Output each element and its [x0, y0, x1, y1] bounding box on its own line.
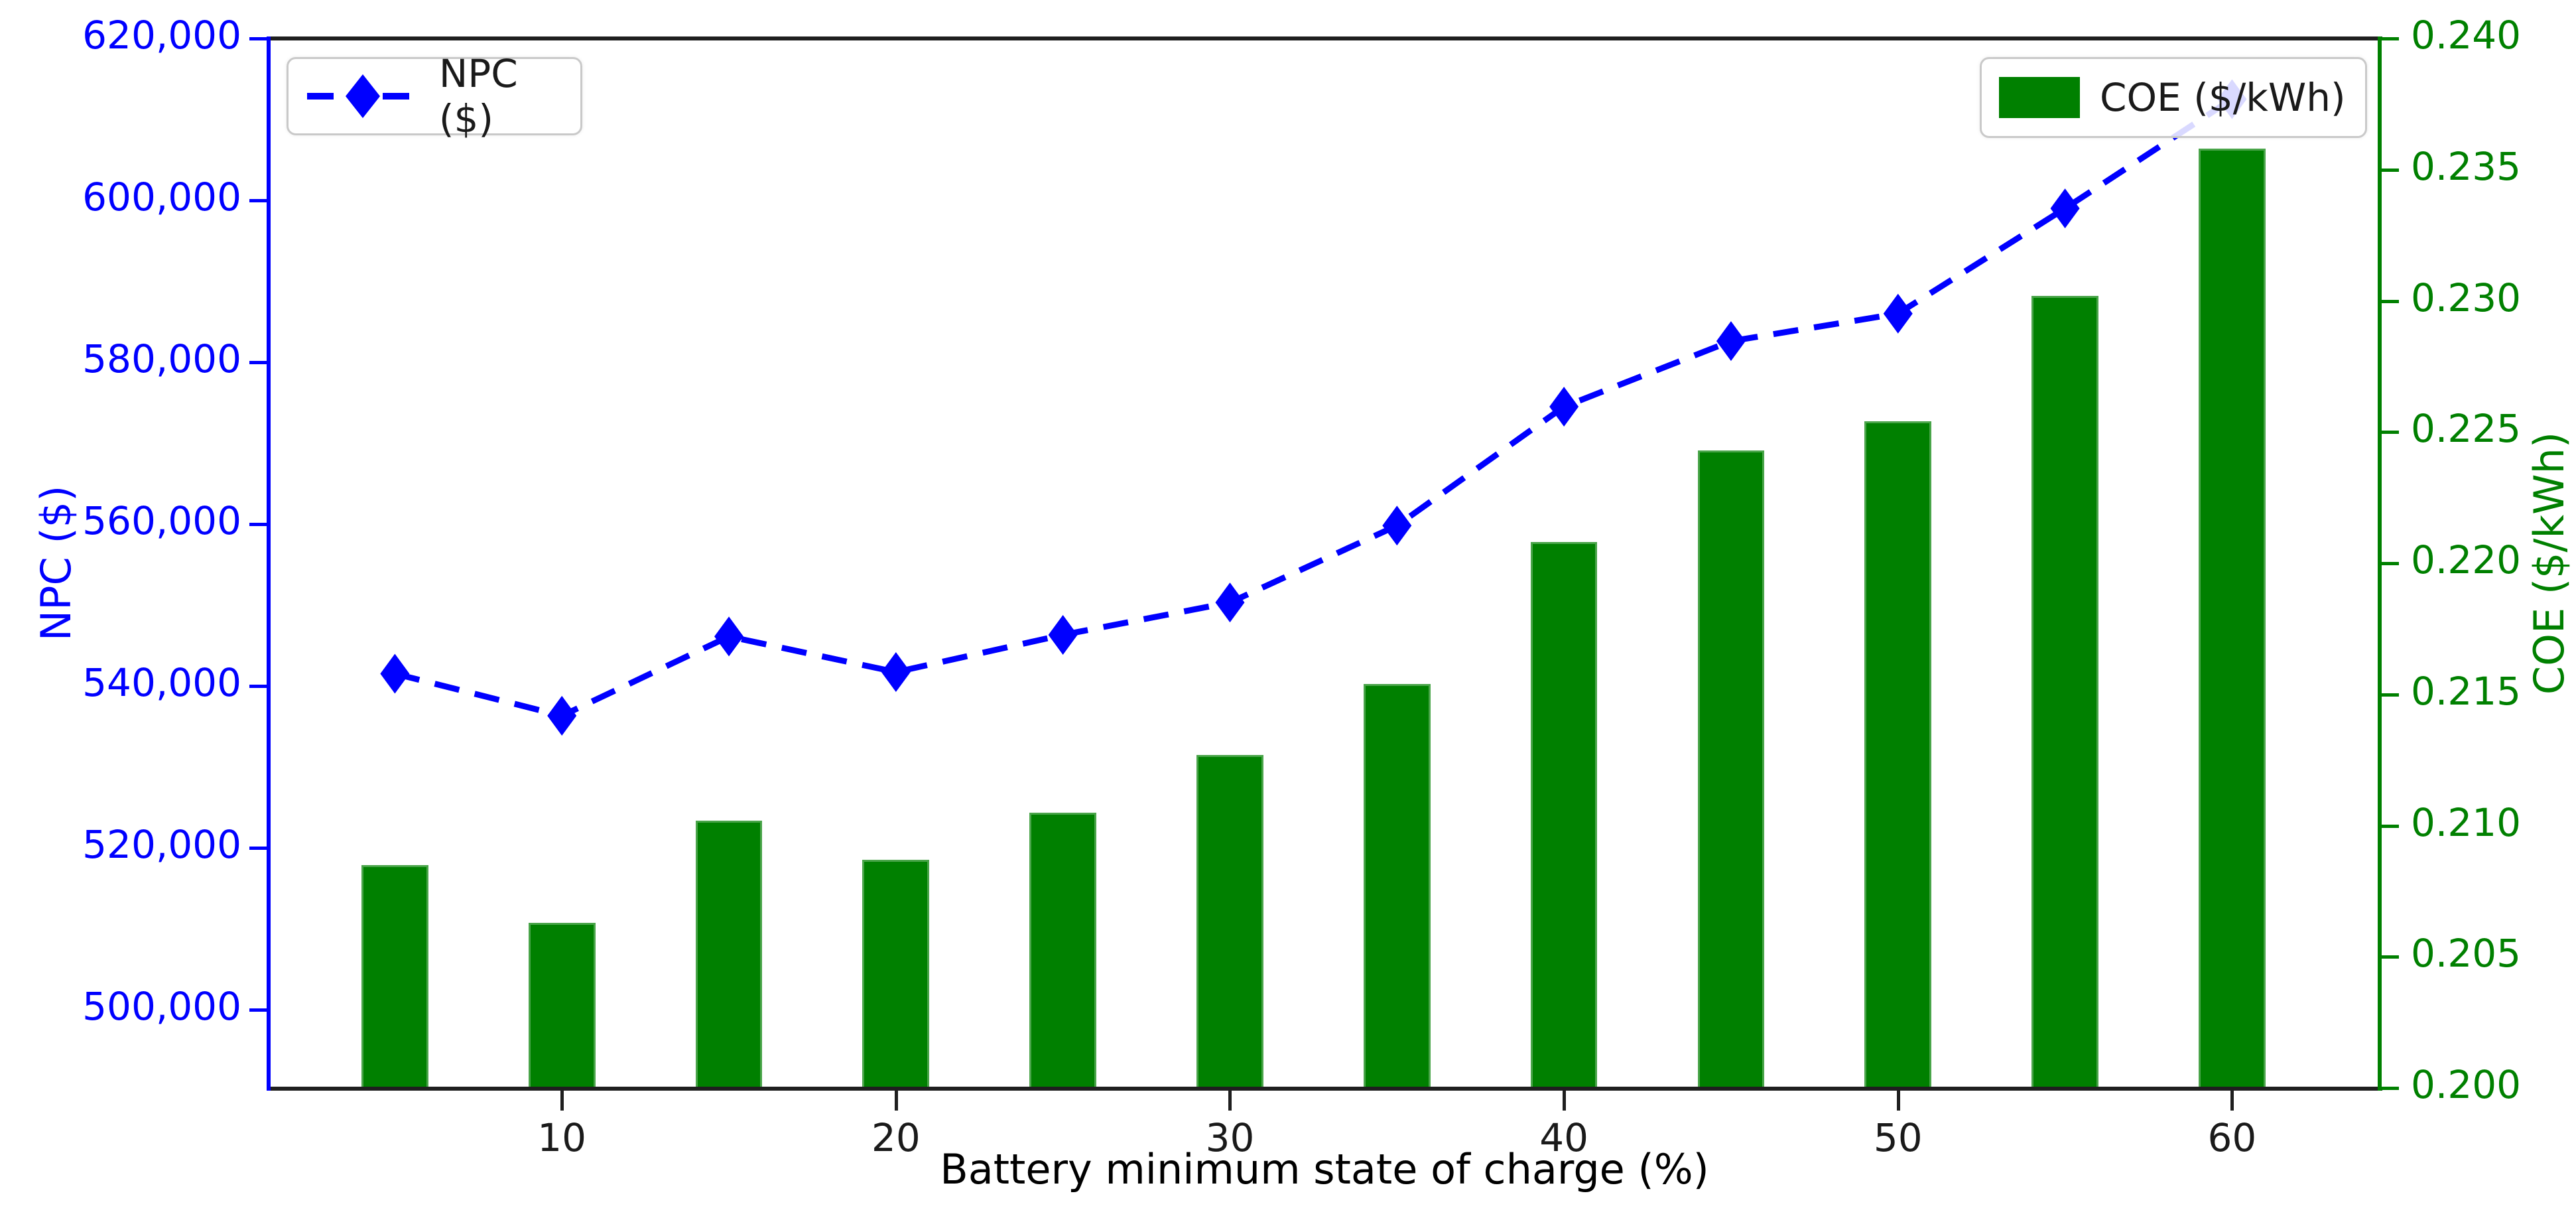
npc-marker	[547, 695, 577, 736]
coe-bar	[361, 864, 428, 1089]
left-tick-mark	[249, 846, 267, 850]
bottom-spine	[267, 1087, 2382, 1091]
x-tick-mark	[560, 1091, 564, 1111]
right-tick-mark	[2382, 37, 2399, 40]
x-tick-mark	[1228, 1091, 1232, 1111]
coe-bar	[528, 922, 596, 1089]
npc-marker	[1549, 386, 1579, 427]
right-tick-label: 0.225	[2411, 406, 2522, 452]
npc-marker	[1382, 506, 1412, 546]
coe-legend-patch-icon	[1999, 77, 2080, 118]
coe-bar	[1196, 754, 1263, 1089]
left-tick-mark	[249, 37, 267, 40]
left-tick-label: 560,000	[82, 498, 241, 543]
coe-bar	[2199, 149, 2266, 1089]
coe-bar	[862, 859, 930, 1089]
coe-bar	[1864, 421, 1932, 1089]
coe-bar	[1530, 542, 1598, 1089]
coe-bar	[1363, 683, 1431, 1089]
top-spine	[267, 36, 2382, 40]
right-tick-mark	[2382, 299, 2399, 303]
npc-line	[394, 96, 2234, 719]
right-tick-label: 0.215	[2411, 668, 2522, 714]
x-tick-mark	[894, 1091, 898, 1111]
npc-marker	[881, 652, 911, 693]
right-tick-mark	[2382, 1087, 2399, 1090]
left-tick-label: 600,000	[82, 174, 241, 220]
npc-marker	[1716, 321, 1746, 362]
x-tick-label: 30	[1205, 1115, 1255, 1160]
left-axis-title: NPC ($)	[32, 485, 80, 642]
npc-marker	[1215, 582, 1245, 623]
right-tick-label: 0.230	[2411, 275, 2522, 320]
x-tick-label: 20	[871, 1115, 921, 1160]
left-tick-label: 620,000	[82, 13, 241, 58]
right-tick-label: 0.220	[2411, 537, 2522, 582]
right-tick-mark	[2382, 955, 2399, 959]
left-tick-label: 520,000	[82, 821, 241, 867]
right-spine	[2378, 36, 2382, 1091]
left-tick-label: 540,000	[82, 659, 241, 705]
x-tick-label: 40	[1539, 1115, 1589, 1160]
left-tick-mark	[249, 522, 267, 526]
legend-npc-label: NPC ($)	[438, 51, 518, 141]
left-tick-mark	[249, 360, 267, 364]
left-tick-mark	[249, 198, 267, 202]
left-tick-label: 580,000	[82, 336, 241, 381]
coe-bar	[1697, 450, 1765, 1089]
x-axis-title: Battery minimum state of charge (%)	[940, 1145, 1709, 1193]
x-tick-mark	[1896, 1091, 1900, 1111]
left-tick-mark	[249, 684, 267, 688]
coe-bar	[1029, 812, 1097, 1089]
right-tick-label: 0.240	[2411, 13, 2522, 58]
x-tick-mark	[1563, 1091, 1567, 1111]
npc-marker	[2050, 188, 2080, 229]
right-tick-mark	[2382, 693, 2399, 697]
npc-marker	[1048, 614, 1078, 655]
right-tick-label: 0.235	[2411, 143, 2522, 189]
coe-bar	[2031, 295, 2098, 1089]
npc-marker	[1883, 293, 1913, 334]
right-tick-label: 0.210	[2411, 799, 2522, 845]
left-tick-mark	[249, 1008, 267, 1012]
x-tick-mark	[2230, 1091, 2234, 1111]
npc-marker	[380, 653, 410, 694]
npc-marker	[714, 616, 744, 657]
right-tick-label: 0.200	[2411, 1062, 2522, 1107]
right-tick-mark	[2382, 562, 2399, 565]
x-tick-label: 60	[2207, 1115, 2257, 1160]
legend-coe: COE ($/kWh)	[1980, 57, 2367, 138]
left-tick-label: 500,000	[82, 983, 241, 1029]
legend-coe-label: COE ($/kWh)	[2100, 75, 2346, 120]
right-tick-mark	[2382, 168, 2399, 172]
right-tick-label: 0.205	[2411, 931, 2522, 977]
npc-legend-sample-icon	[307, 74, 419, 118]
right-tick-mark	[2382, 431, 2399, 435]
legend-npc: NPC ($)	[287, 51, 582, 141]
left-spine	[267, 36, 271, 1091]
right-tick-mark	[2382, 824, 2399, 828]
right-axis-title: COE ($/kWh)	[2525, 431, 2573, 695]
x-tick-label: 10	[537, 1115, 587, 1160]
x-tick-label: 50	[1873, 1115, 1923, 1160]
